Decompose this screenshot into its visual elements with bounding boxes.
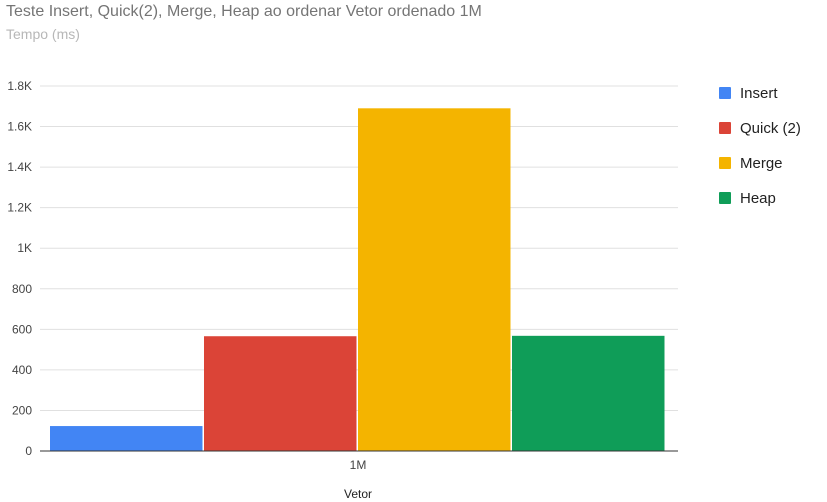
- chart-title: Teste Insert, Quick(2), Merge, Heap ao o…: [6, 3, 482, 20]
- y-tick-label: 1.4K: [7, 160, 32, 174]
- bar-quick-2: [204, 336, 357, 451]
- y-tick-label: 200: [12, 403, 32, 417]
- bars: [50, 108, 665, 452]
- x-axis-title: Vetor: [344, 487, 372, 501]
- legend: Insert Quick (2) Merge Heap: [719, 85, 801, 207]
- legend-label: Heap: [740, 190, 776, 207]
- legend-swatch: [719, 87, 731, 99]
- legend-label: Merge: [740, 155, 783, 172]
- chart-subtitle: Tempo (ms): [6, 26, 80, 42]
- bar-heap: [512, 335, 665, 451]
- y-tick-label: 600: [12, 322, 32, 336]
- y-tick-label: 1K: [17, 241, 32, 255]
- legend-swatch: [719, 192, 731, 204]
- y-tick-label: 1.2K: [7, 201, 32, 215]
- y-tick-labels: 0 200 400 600 800 1K 1.2K 1.4K 1.6K 1.8K: [7, 79, 32, 458]
- y-tick-label: 800: [12, 282, 32, 296]
- x-tick-labels: 1M: [350, 458, 367, 472]
- y-tick-label: 0: [25, 444, 32, 458]
- bar-merge: [358, 108, 511, 452]
- legend-swatch: [719, 157, 731, 169]
- x-tick-label: 1M: [350, 458, 367, 472]
- y-tick-label: 400: [12, 363, 32, 377]
- bar-insert: [50, 426, 203, 451]
- legend-label: Quick (2): [740, 120, 801, 137]
- legend-swatch: [719, 122, 731, 134]
- y-tick-label: 1.8K: [7, 79, 32, 93]
- legend-label: Insert: [740, 85, 778, 102]
- y-tick-label: 1.6K: [7, 120, 32, 134]
